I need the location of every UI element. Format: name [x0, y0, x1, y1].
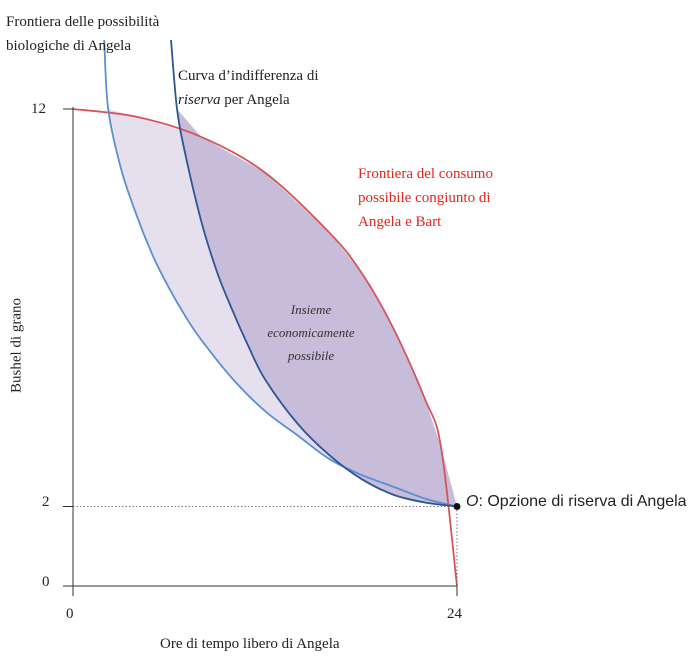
- joint-frontier-label: Frontiera del consumo possibile congiunt…: [358, 162, 493, 234]
- biological-frontier-label-line1: Frontiera delle possibilità: [6, 14, 160, 30]
- indifference-curve-label-italic: riserva: [178, 92, 221, 108]
- x-axis-title: Ore di tempo libero di Angela: [160, 636, 340, 652]
- fill-layer: [108, 109, 457, 507]
- biological-frontier-label-line2: biologiche di Angela: [6, 38, 131, 54]
- y-axis-title: Bushel di grano: [8, 298, 25, 393]
- indifference-curve-label: Curva d’indifferenza di riserva per Ange…: [178, 64, 319, 112]
- feasible-set-label-line1: Insieme: [290, 302, 332, 317]
- indifference-curve-label-line1: Curva d’indifferenza di: [178, 68, 319, 84]
- y-tick-label-0: 0: [42, 574, 50, 590]
- biological-frontier-curve: [103, 39, 458, 508]
- reservation-option-letter: O: [466, 493, 479, 510]
- biological-frontier-label: Frontiera delle possibilità biologiche d…: [6, 10, 159, 58]
- y-tick-label-2: 2: [42, 494, 50, 510]
- feasible-set-label-line3: possibile: [287, 348, 335, 363]
- reservation-option-text: : Opzione di riserva di Angela: [478, 493, 687, 510]
- axes-layer: [63, 107, 461, 596]
- joint-frontier-label-line1: Frontiera del consumo: [358, 166, 493, 182]
- x-tick-label-24: 24: [447, 606, 462, 622]
- indifference-curve-label-line2: riserva per Angela: [178, 88, 319, 112]
- indifference-curve-label-rest: per Angela: [220, 92, 290, 108]
- joint-frontier-curve: [72, 108, 458, 587]
- joint-frontier-label-line3: Angela e Bart: [358, 214, 442, 230]
- feasible-set-fill: [177, 109, 457, 507]
- reservation-option-point: [453, 503, 461, 510]
- y-tick-label-12: 12: [31, 101, 46, 117]
- reservation-option-label: O: Opzione di riserva di Angela: [466, 493, 687, 511]
- indifference-curve: [170, 39, 458, 508]
- feasible-set-label-line2: economicamente: [267, 325, 355, 340]
- joint-frontier-label-line2: possibile congiunto di: [358, 190, 491, 206]
- curve-layer: [72, 39, 458, 587]
- x-tick-label-0: 0: [66, 606, 74, 622]
- feasible-set-label: Insieme economicamente possibile: [241, 298, 381, 367]
